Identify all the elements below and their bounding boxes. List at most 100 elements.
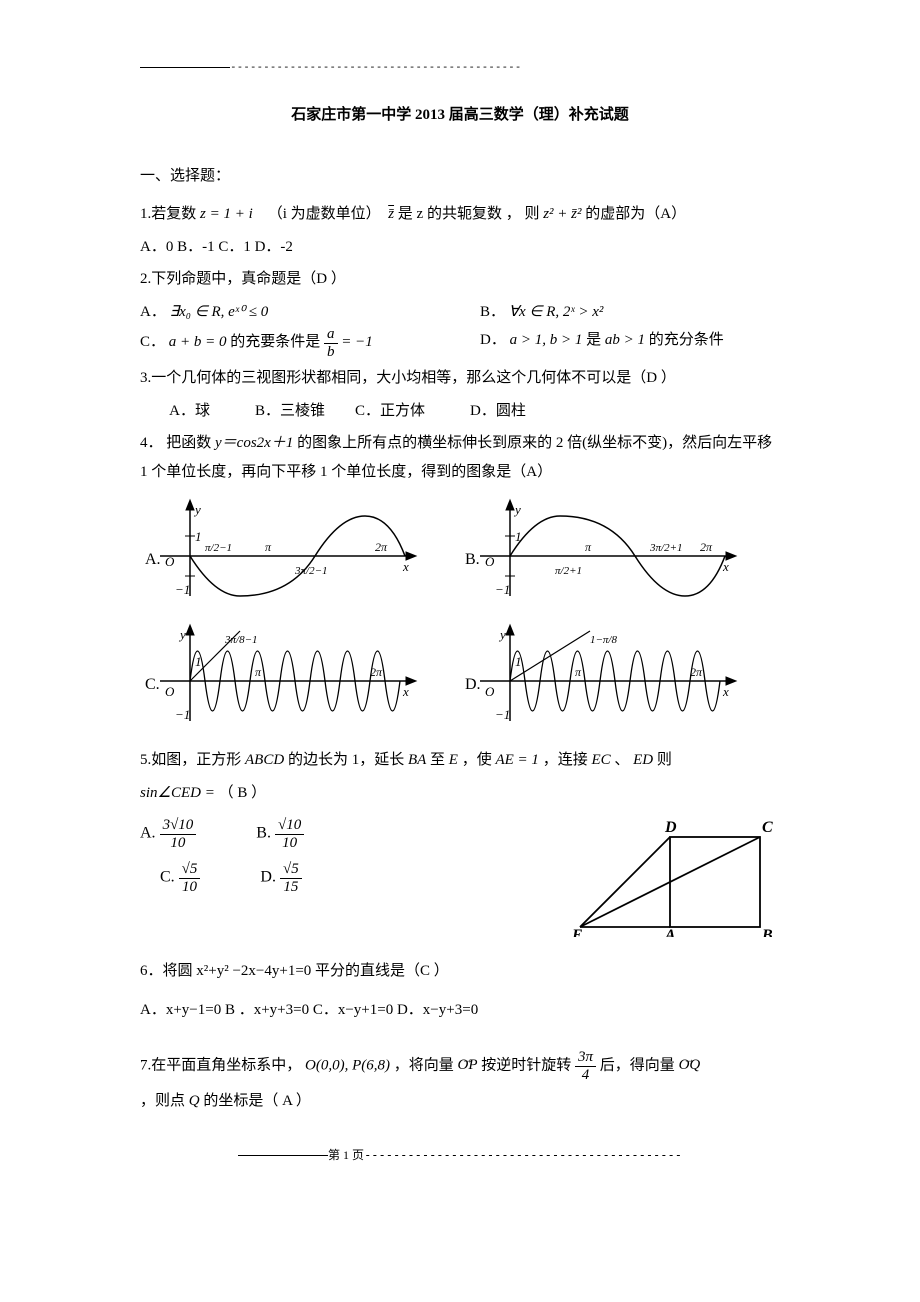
q5-fig-B: B	[761, 927, 773, 937]
q5-e: ，连接	[543, 752, 592, 768]
q2-D-pre: D．	[480, 326, 506, 355]
q3-options: A．球 B．三棱锥 C．正方体 D．圆柱	[140, 397, 780, 426]
q4-B-x3: 3π/2+1	[649, 542, 683, 554]
q2-B-pre: B．	[480, 298, 505, 327]
q7-line2: ，则点 Q 的坐标是（ A ）	[140, 1087, 780, 1116]
q5-g: 则	[657, 752, 672, 768]
q5-m6: ED	[633, 752, 653, 768]
q5-optD: D. √515	[260, 861, 301, 895]
svg-text:x: x	[402, 684, 409, 699]
q2-D-mid: 是	[586, 326, 601, 355]
svg-text:π: π	[255, 665, 262, 679]
q5-fig-C: C	[762, 819, 773, 836]
q5-B-pre: B.	[256, 825, 271, 842]
footer-page: 第 1 页	[328, 1148, 364, 1162]
q5-m5: EC	[591, 752, 610, 768]
svg-text:O: O	[165, 684, 175, 699]
q5-optB: B. √1010	[256, 817, 304, 851]
svg-text:1: 1	[195, 654, 202, 669]
q4-A-x3: 3π/2−1	[294, 565, 328, 577]
q2-optC: C． a + b = 0 的充要条件是 ab = −1	[140, 326, 440, 360]
q5-D-num: √5	[280, 861, 302, 879]
q5-D-den: 15	[280, 879, 302, 896]
q1-stem-a: 1.若复数	[140, 206, 200, 222]
q1: 1.若复数 z = 1 + i （i 为虚数单位） z̄ 是 z 的共轭复数 ，…	[140, 200, 780, 229]
q4-label-D: D.	[465, 676, 481, 693]
q6-stem: 6．将圆 x²+y² −2x−4y+1=0 平分的直线是（C ）	[140, 957, 780, 986]
svg-text:−1: −1	[175, 582, 190, 597]
q4-graph-D: O y x 1 −1 1−π/8 π 2π D.	[460, 621, 740, 736]
svg-text:O: O	[485, 684, 495, 699]
q4-A-x: x	[402, 559, 409, 574]
q2-stem: 2.下列命题中，真命题是（D ）	[140, 265, 780, 294]
q4-A-x4: 2π	[375, 540, 388, 554]
q5-m2: BA	[408, 752, 426, 768]
q5-A-num: 3√10	[160, 817, 197, 835]
q5-m4: AE = 1	[495, 752, 538, 768]
q5-b: 的边长为 1，延长	[288, 752, 408, 768]
q2-D2: ab > 1	[605, 326, 645, 355]
q4-B-x4: 2π	[700, 540, 713, 554]
q5-line2: sin∠CED = （ B ）	[140, 779, 780, 808]
svg-text:y: y	[498, 627, 506, 642]
q1-stem-d: 的虚部为（A）	[585, 206, 686, 222]
q1-math3: z² + z̄²	[543, 206, 581, 222]
svg-text:−1: −1	[175, 707, 190, 722]
q4-label-A: A.	[145, 551, 161, 568]
svg-text:−1: −1	[495, 707, 510, 722]
q4-A-O: O	[165, 554, 175, 569]
q5-m1: ABCD	[245, 752, 284, 768]
q5-A-den: 10	[160, 835, 197, 852]
q1-math1: z = 1 + i	[200, 206, 253, 222]
q2-C-pre: C．	[140, 328, 165, 357]
header-rule: ----------------------------------------…	[140, 60, 780, 73]
q5-a: 5.如图，正方形	[140, 752, 245, 768]
q4-A-y: y	[193, 502, 201, 517]
q1-math2: z̄	[388, 206, 394, 222]
svg-text:2π: 2π	[690, 665, 703, 679]
svg-text:1: 1	[515, 654, 522, 669]
footer-dashes: ----------------------------------------…	[364, 1148, 682, 1162]
q5-C-num: √5	[179, 861, 201, 879]
q5-f: 、	[614, 752, 629, 768]
q1-stem-c: 是 z 的共轭复数 ， 则	[398, 206, 543, 222]
q4-graph-A: O y x 1 −1 π/2−1 π 3π/2−1 2π A.	[140, 496, 420, 611]
q4-label-C: C.	[145, 676, 160, 693]
q5-optA: A. 3√1010	[140, 817, 196, 851]
svg-text:2π: 2π	[370, 665, 383, 679]
q5-d: ，使	[462, 752, 496, 768]
header-dashes: ----------------------------------------…	[230, 60, 521, 73]
q4-stem-a: 4． 把函数	[140, 435, 215, 451]
q4-C-x1: 3π/8−1	[224, 634, 258, 646]
q1-stem-b: （i 为虚数单位）	[268, 206, 381, 222]
q4-D-x1: 1−π/8	[590, 634, 617, 646]
q7-2b: 的坐标是（ A ）	[203, 1093, 311, 1109]
q5-optC: C. √510	[160, 861, 200, 895]
q5-B-den: 10	[275, 835, 304, 852]
q7: 7.在平面直角坐标系中， O(0,0), P(6,8) ，将向量 OP 按逆时针…	[140, 1049, 780, 1083]
page-title: 石家庄市第一中学 2013 届高三数学（理）补充试题	[140, 103, 780, 124]
q7-c: 按逆时针旋转	[481, 1057, 575, 1073]
q2-optA: A． ∃x₀ ∈ R, eˣ⁰ ≤ 0	[140, 298, 440, 327]
q1-options: A．0 B．-1 C．1 D．-2	[140, 233, 780, 262]
q4-label-B: B.	[465, 551, 480, 568]
svg-text:1: 1	[195, 529, 202, 544]
q5-B-num: √10	[275, 817, 304, 835]
q5-m3: E	[449, 752, 458, 768]
q7-a: 7.在平面直角坐标系中，	[140, 1057, 301, 1073]
footer: 第 1 页-----------------------------------…	[140, 1146, 780, 1163]
svg-text:−1: −1	[495, 582, 510, 597]
q7-d: 后，得向量	[600, 1057, 679, 1073]
q2-optB: B． ∀x ∈ R, 2ˣ > x²	[480, 298, 780, 327]
q2-D1: a > 1, b > 1	[510, 326, 583, 355]
q5-A-pre: A.	[140, 825, 156, 842]
q2-B: ∀x ∈ R, 2ˣ > x²	[509, 298, 604, 327]
q2-C1: a + b = 0	[169, 328, 227, 357]
q5-fig-D: D	[664, 819, 677, 836]
q2-C-den: b	[324, 344, 338, 361]
q7-2a: ，则点	[140, 1093, 189, 1109]
q2-optD: D． a > 1, b > 1 是 ab > 1 的充分条件	[480, 326, 780, 360]
q7-vec1: OP	[458, 1057, 478, 1073]
q5-figure: D C E A B	[570, 817, 780, 942]
q4: 4． 把函数 y＝cos2x＋1 的图象上所有点的横坐标伸长到原来的 2 倍(纵…	[140, 429, 780, 486]
